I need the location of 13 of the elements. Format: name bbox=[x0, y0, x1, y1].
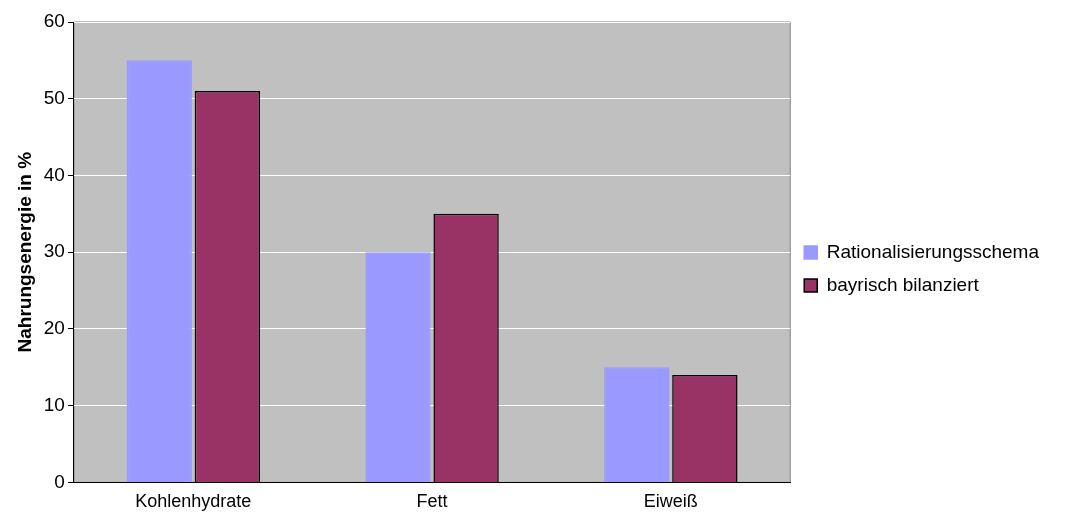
legend-label: Rationalisierungsschema bbox=[826, 240, 1040, 262]
legend-label: bayrisch bilanziert bbox=[826, 273, 980, 295]
y-tick-label: 50 bbox=[43, 86, 65, 108]
y-tick-label: 20 bbox=[43, 317, 65, 339]
x-tick-label: Eiweiß bbox=[643, 491, 698, 512]
x-tick-label: Kohlenhydrate bbox=[135, 491, 252, 512]
y-tick-label: 30 bbox=[43, 240, 65, 262]
y-tick-label: 10 bbox=[43, 393, 65, 415]
x-tick-label: Fett bbox=[416, 491, 448, 512]
y-tick-label: 60 bbox=[43, 10, 65, 32]
y-tick-label: 0 bbox=[54, 470, 65, 492]
y-axis-title: Nahrungsenergie in % bbox=[13, 151, 35, 353]
y-tick-label: 40 bbox=[43, 163, 65, 185]
